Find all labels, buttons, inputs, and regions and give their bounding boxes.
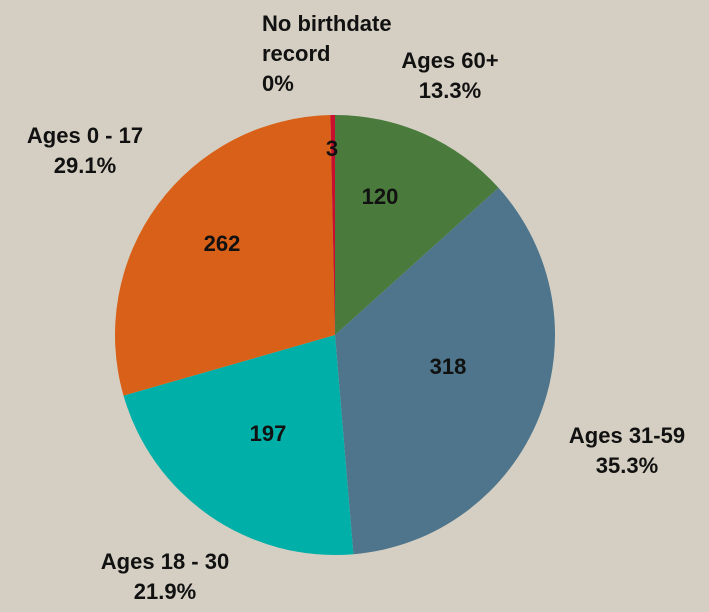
percent-label: 0% — [262, 71, 294, 96]
category-label: Ages 31-59 — [569, 423, 685, 448]
pie-slice — [330, 115, 335, 335]
category-label: Ages 0 - 17 — [27, 123, 143, 148]
percent-label: 35.3% — [596, 453, 658, 478]
value-label: 262 — [204, 231, 241, 256]
pie-slice — [335, 187, 555, 555]
value-label: 3 — [326, 136, 338, 161]
pie-slice — [123, 335, 354, 556]
percent-label: 29.1% — [54, 153, 116, 178]
pie-slice — [335, 115, 499, 335]
category-label: Ages 18 - 30 — [101, 549, 229, 574]
pie-slice — [115, 115, 336, 396]
value-label: 197 — [250, 421, 287, 446]
percent-label: 13.3% — [419, 78, 481, 103]
value-label: 120 — [362, 184, 399, 209]
percent-label: 21.9% — [134, 579, 196, 604]
category-label: Ages 60+ — [401, 48, 498, 73]
category-label: No birthdate record — [262, 11, 398, 66]
value-label: 318 — [430, 354, 467, 379]
